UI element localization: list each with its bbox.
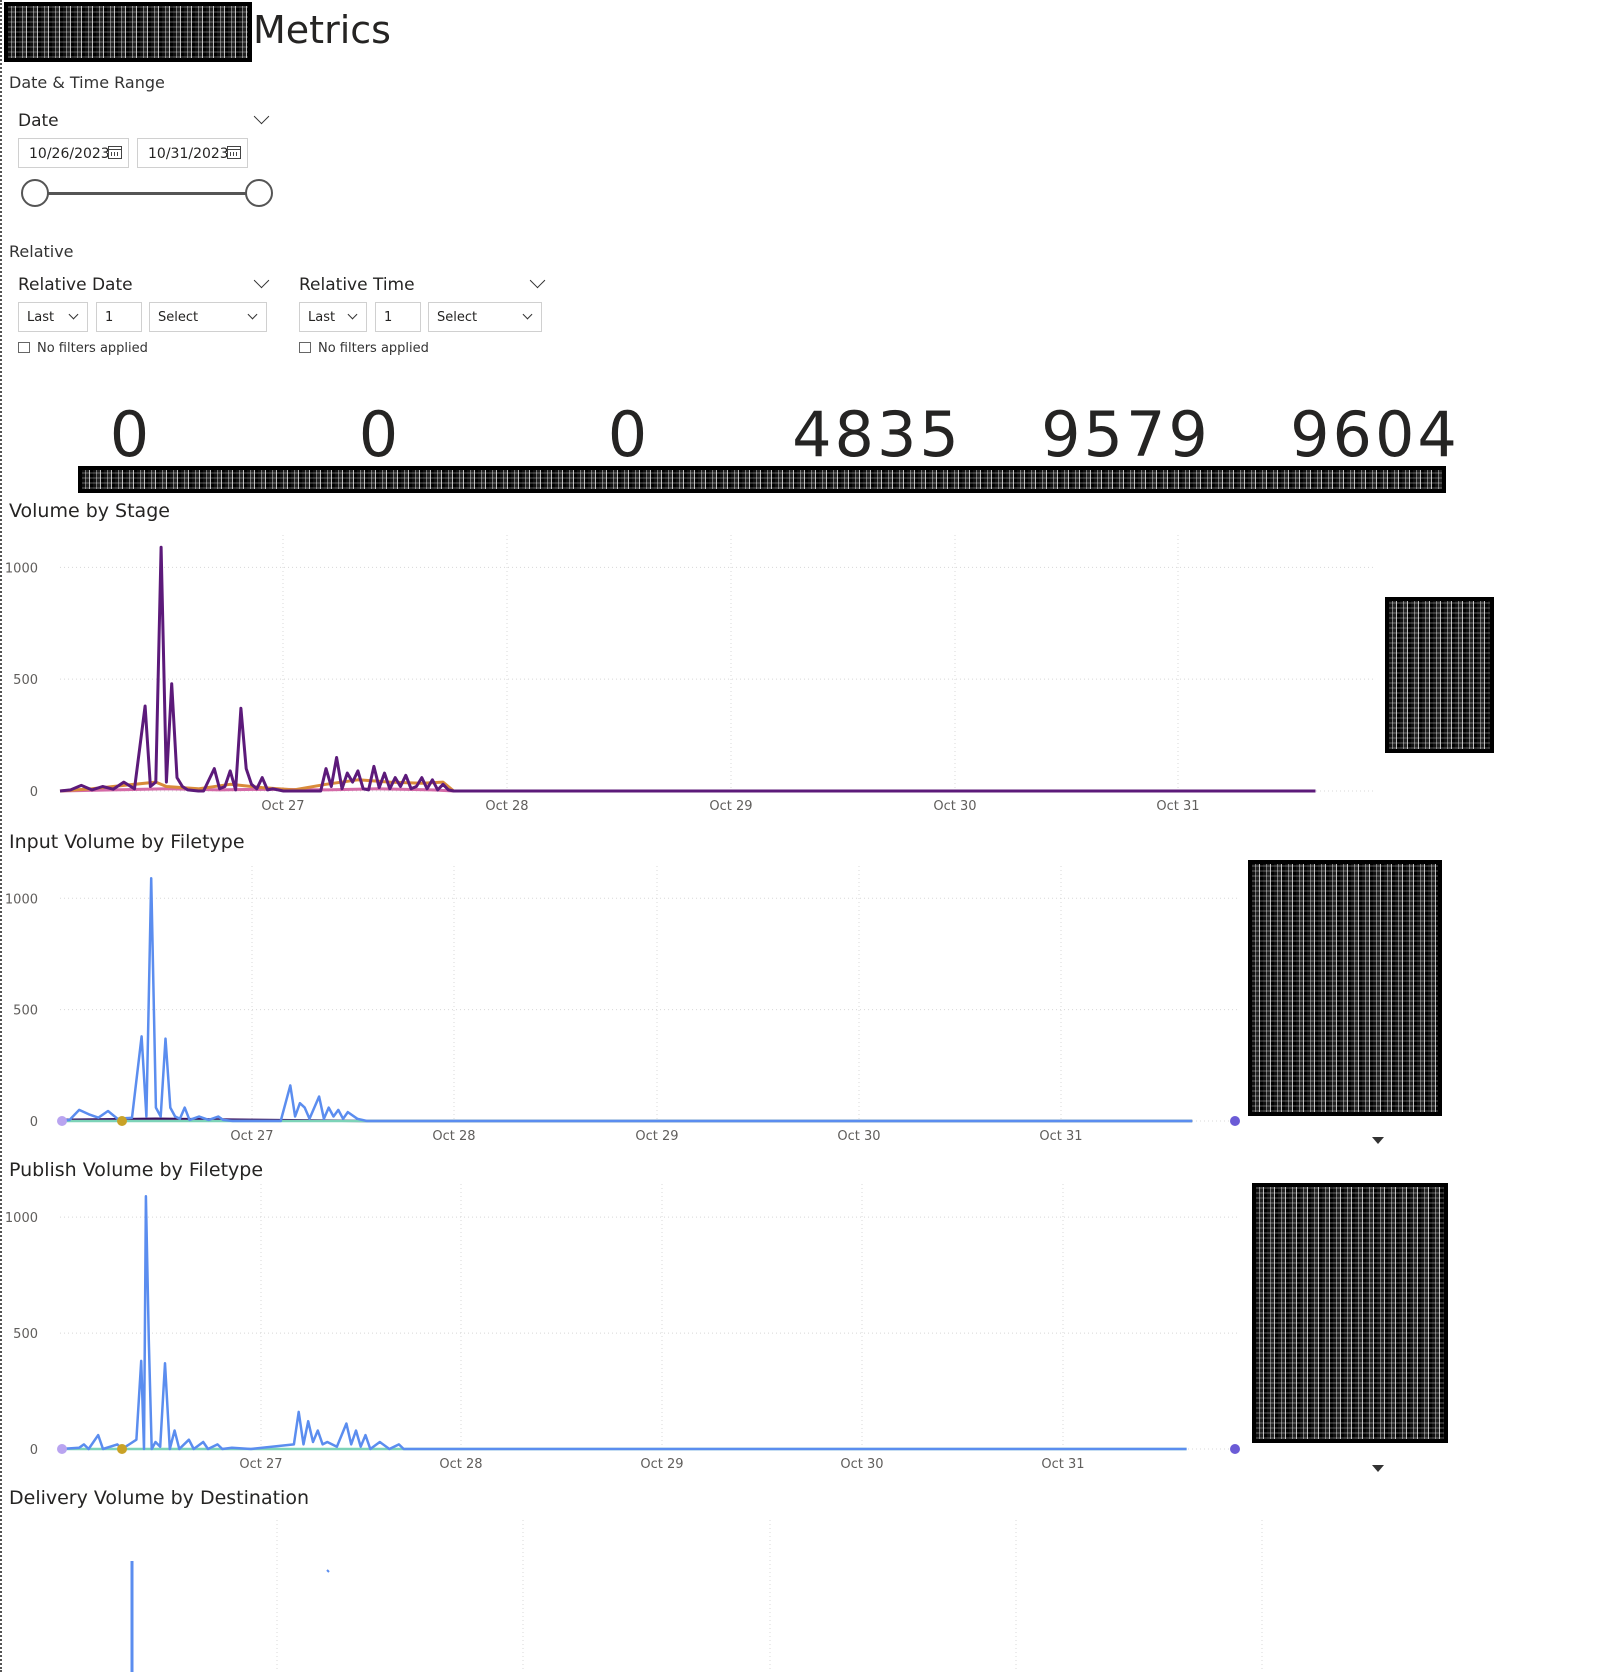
relative-time-unit-select[interactable]: Select <box>428 302 542 332</box>
date-slicer-label: Date <box>18 111 59 131</box>
date-range-slider-end-handle[interactable] <box>245 179 273 207</box>
x-tick-label: Oct 30 <box>837 1129 880 1144</box>
redacted-kpi-labels <box>78 466 1446 493</box>
x-tick-label: Oct 28 <box>439 1457 482 1472</box>
x-tick-label: Oct 31 <box>1156 799 1199 814</box>
relative-time-status: No filters applied <box>299 341 429 356</box>
relative-date-label: Relative Date <box>18 275 133 295</box>
x-tick-label: Oct 31 <box>1041 1457 1084 1472</box>
relative-date-period-value: Last <box>27 310 55 325</box>
start-date-value: 10/26/2023 <box>29 146 110 162</box>
relative-time-status-text: No filters applied <box>318 341 429 356</box>
filter-calendar-icon <box>299 342 311 353</box>
chart-title-volume-by-stage: Volume by Stage <box>9 500 170 522</box>
relative-time-count-input[interactable]: 1 <box>375 302 421 332</box>
series-end-marker[interactable] <box>1230 1444 1240 1454</box>
y-tick-label: 500 <box>13 673 38 688</box>
x-tick-label: Oct 30 <box>840 1457 883 1472</box>
series-start-marker[interactable] <box>57 1444 67 1454</box>
kpi-value: 0 <box>109 398 153 471</box>
chart-title-publish-volume: Publish Volume by Filetype <box>9 1159 264 1181</box>
relative-date-count-input[interactable]: 1 <box>96 302 142 332</box>
x-tick-label: Oct 31 <box>1039 1129 1082 1144</box>
series-marker[interactable] <box>117 1116 127 1126</box>
relative-time-unit-value: Select <box>437 310 478 325</box>
redacted-legend[interactable] <box>1248 860 1442 1116</box>
relative-date-chevron-icon[interactable] <box>253 272 270 289</box>
redacted-legend[interactable] <box>1385 597 1494 753</box>
relative-time-count-value: 1 <box>384 310 393 325</box>
x-tick-label: Oct 30 <box>933 799 976 814</box>
date-range-section-label: Date & Time Range <box>9 73 165 92</box>
chevron-down-icon <box>68 309 79 320</box>
series-start-marker[interactable] <box>57 1116 67 1126</box>
chart-title-delivery-volume: Delivery Volume by Destination <box>9 1487 309 1509</box>
chevron-down-icon <box>522 309 533 320</box>
y-tick-label: 1000 <box>5 892 38 907</box>
y-tick-label: 1000 <box>5 561 38 576</box>
x-tick-label: Oct 29 <box>640 1457 683 1472</box>
y-tick-label: 0 <box>30 785 38 800</box>
series-line[interactable] <box>326 1569 330 1573</box>
calendar-icon[interactable] <box>108 146 122 159</box>
legend-scroll-down-icon[interactable] <box>1372 1137 1384 1144</box>
kpi-value: 0 <box>358 398 402 471</box>
chart-title-input-volume: Input Volume by Filetype <box>9 831 245 853</box>
date-range-slider-start-handle[interactable] <box>21 179 49 207</box>
page-title: Metrics <box>253 8 391 52</box>
kpi-value: 9579 <box>1041 398 1211 471</box>
relative-date-unit-value: Select <box>158 310 199 325</box>
kpi-value: 9604 <box>1290 398 1460 471</box>
delivery-volume-by-destination-chart[interactable] <box>0 1515 1400 1672</box>
filter-calendar-icon <box>18 342 30 353</box>
redacted-logo <box>4 2 252 62</box>
y-tick-label: 1000 <box>5 1211 38 1226</box>
y-tick-label: 500 <box>13 1327 38 1342</box>
volume-by-stage-chart[interactable]: 0 500 1000 Oct 27 Oct 28 Oct 29 Oct 30 Oct 31 <box>0 525 1400 825</box>
x-tick-label: Oct 28 <box>432 1129 475 1144</box>
end-date-value: 10/31/2023 <box>148 146 229 162</box>
legend-scroll-down-icon[interactable] <box>1372 1465 1384 1472</box>
date-range-slider-track[interactable] <box>36 192 259 195</box>
relative-date-status-text: No filters applied <box>37 341 148 356</box>
relative-time-period-select[interactable]: Last <box>299 302 367 332</box>
date-slicer-chevron-icon[interactable] <box>253 108 270 125</box>
kpi-value: 4835 <box>792 398 962 471</box>
y-tick-label: 500 <box>13 1004 38 1019</box>
redacted-legend[interactable] <box>1252 1183 1448 1443</box>
chevron-down-icon <box>347 309 358 320</box>
x-tick-label: Oct 27 <box>239 1457 282 1472</box>
publish-volume-by-filetype-chart[interactable]: 0 500 1000 Oct 27 Oct 28 Oct 29 Oct 30 Oct 31 <box>0 1184 1250 1484</box>
relative-time-chevron-icon[interactable] <box>529 272 546 289</box>
kpi-value: 0 <box>607 398 651 471</box>
page-border <box>0 0 3 1672</box>
series-line[interactable] <box>59 876 1193 1123</box>
y-tick-label: 0 <box>30 1115 38 1130</box>
relative-section-label: Relative <box>9 242 74 261</box>
start-date-input[interactable]: 10/26/2023 <box>18 138 129 168</box>
series-line[interactable] <box>59 545 1316 793</box>
calendar-icon[interactable] <box>227 146 241 159</box>
x-tick-label: Oct 27 <box>261 799 304 814</box>
relative-date-period-select[interactable]: Last <box>18 302 88 332</box>
input-volume-by-filetype-chart[interactable]: 0 500 1000 Oct 27 Oct 28 Oct 29 Oct 30 Oct 31 <box>0 856 1250 1156</box>
relative-time-period-value: Last <box>308 310 336 325</box>
x-tick-label: Oct 29 <box>709 799 752 814</box>
x-tick-label: Oct 27 <box>230 1129 273 1144</box>
relative-date-status: No filters applied <box>18 341 148 356</box>
series-line[interactable] <box>59 1195 1187 1451</box>
chevron-down-icon <box>247 309 258 320</box>
series-marker[interactable] <box>117 1444 127 1454</box>
x-tick-label: Oct 29 <box>635 1129 678 1144</box>
end-date-input[interactable]: 10/31/2023 <box>137 138 248 168</box>
y-tick-label: 0 <box>30 1443 38 1458</box>
relative-time-label: Relative Time <box>299 275 415 295</box>
relative-date-unit-select[interactable]: Select <box>149 302 267 332</box>
series-end-marker[interactable] <box>1230 1116 1240 1126</box>
relative-date-count-value: 1 <box>105 310 114 325</box>
x-tick-label: Oct 28 <box>485 799 528 814</box>
